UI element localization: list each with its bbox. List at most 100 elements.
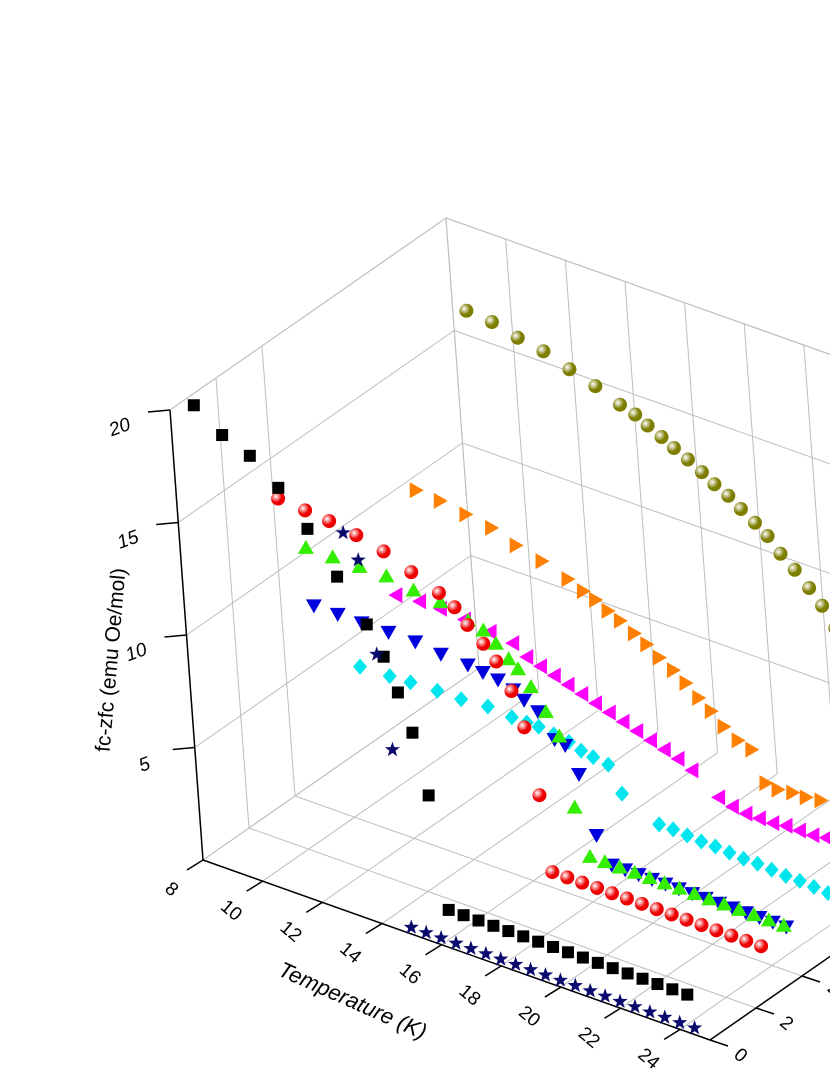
data-point — [510, 330, 525, 345]
data-point — [787, 562, 802, 577]
z-tick — [801, 975, 821, 983]
data-point — [590, 880, 605, 895]
data-point — [502, 925, 515, 938]
data-point — [243, 449, 256, 462]
data-point — [360, 618, 373, 631]
data-point — [820, 885, 830, 902]
data-point — [376, 544, 391, 559]
data-point — [651, 978, 664, 991]
data-point — [628, 407, 643, 422]
data-point — [771, 781, 786, 798]
data-point — [403, 674, 418, 691]
data-point — [331, 570, 344, 583]
grid-line — [462, 442, 830, 575]
data-point — [589, 591, 604, 608]
grid-line — [248, 827, 757, 1009]
data-point — [510, 661, 527, 676]
data-point — [460, 617, 475, 632]
data-point — [378, 568, 395, 583]
data-point — [680, 452, 695, 467]
z-tick-label: 0 — [730, 1044, 752, 1067]
x-tick-label: 10 — [216, 896, 246, 926]
data-point — [671, 880, 688, 895]
data-point — [759, 775, 774, 792]
data-point — [722, 844, 737, 861]
data-point — [739, 933, 754, 948]
data-point — [612, 397, 627, 412]
data-point — [547, 940, 560, 953]
data-point — [597, 988, 613, 1003]
data-point — [570, 768, 587, 783]
data-point — [560, 870, 575, 885]
data-point — [652, 816, 667, 833]
data-point — [567, 977, 583, 993]
data-point — [505, 635, 520, 652]
data-point — [322, 514, 337, 529]
data-point — [557, 739, 574, 754]
data-point — [751, 810, 766, 827]
data-point — [272, 481, 285, 494]
data-point — [731, 732, 746, 749]
data-point — [546, 667, 561, 684]
x-tick-label: 24 — [634, 1044, 664, 1074]
data-point — [537, 967, 554, 982]
x-tick — [425, 944, 442, 956]
data-point — [636, 972, 649, 985]
data-point — [778, 817, 793, 834]
data-point — [576, 583, 591, 600]
data-point — [298, 503, 313, 518]
data-point — [351, 558, 368, 573]
data-point — [329, 607, 346, 622]
grid — [169, 217, 830, 1041]
data-point — [707, 477, 722, 492]
y-tick-label: 15 — [115, 526, 142, 553]
data-point — [516, 693, 533, 708]
data-point — [522, 961, 539, 977]
data-point — [406, 726, 419, 739]
data-point — [433, 929, 449, 945]
x-tick — [663, 1028, 681, 1041]
data-point — [619, 891, 634, 906]
data-point — [433, 492, 448, 509]
data-point — [504, 709, 519, 726]
y-tick-label: 5 — [136, 753, 154, 776]
data-point — [459, 303, 474, 318]
z-tick-label: 2 — [776, 1012, 798, 1035]
data-point — [708, 838, 723, 855]
data-point — [588, 379, 603, 394]
data-point — [301, 522, 314, 535]
data-point — [431, 585, 446, 600]
x-tick — [246, 880, 264, 892]
data-point — [459, 658, 476, 673]
data-point — [684, 762, 699, 779]
data-point — [536, 344, 551, 359]
z-tick — [755, 1007, 775, 1015]
data-point — [509, 537, 524, 554]
data-point — [694, 833, 709, 850]
data-point — [561, 946, 574, 959]
data-point — [530, 705, 547, 720]
data-point — [606, 962, 619, 975]
data-point — [519, 648, 534, 665]
box-edge — [709, 955, 830, 1041]
data-point — [380, 625, 397, 640]
data-point — [566, 799, 583, 814]
data-point — [672, 1014, 688, 1030]
data-point — [681, 988, 694, 1001]
data-point — [670, 750, 685, 767]
data-point — [442, 903, 455, 916]
data-point — [537, 703, 554, 718]
data-point — [561, 571, 576, 588]
data-point — [679, 675, 694, 692]
data-point — [575, 875, 590, 890]
data-point — [634, 896, 649, 911]
data-point — [721, 488, 736, 503]
data-point — [480, 698, 495, 715]
data-point — [773, 546, 788, 561]
data-point — [487, 635, 504, 650]
data-point — [778, 867, 793, 884]
data-point — [562, 362, 577, 377]
data-point — [657, 1009, 673, 1024]
data-point — [493, 951, 509, 966]
data-point — [216, 429, 229, 442]
